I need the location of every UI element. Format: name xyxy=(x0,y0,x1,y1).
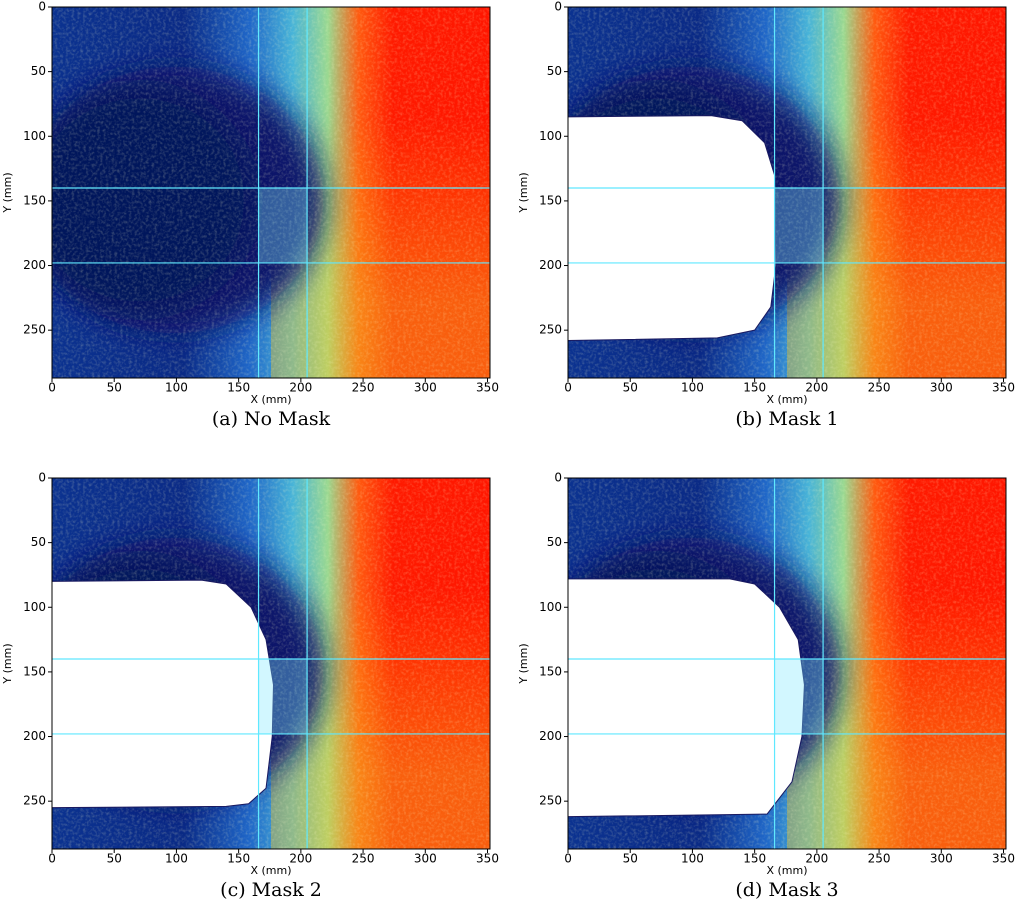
x-tick-label: 100 xyxy=(681,852,704,866)
y-tick-label: 100 xyxy=(539,600,562,614)
x-tick-label: 150 xyxy=(743,381,766,395)
x-tick-label: 150 xyxy=(227,381,250,395)
x-tick-label: 300 xyxy=(414,381,437,395)
field-image xyxy=(568,478,1006,849)
mask xyxy=(52,579,274,809)
x-tick-label: 0 xyxy=(564,852,572,866)
x-tick-label: 350 xyxy=(476,852,499,866)
plot-frame xyxy=(51,6,491,379)
x-tick-label: 200 xyxy=(289,381,312,395)
x-tick-label: 250 xyxy=(868,852,891,866)
x-axis-label: X (mm) xyxy=(766,393,807,406)
y-tick-label: 200 xyxy=(539,729,562,743)
y-tick-label: 100 xyxy=(23,129,46,143)
y-tick-label: 200 xyxy=(539,258,562,272)
field-noise xyxy=(52,7,490,378)
y-axis-label: Y (mm) xyxy=(1,643,14,684)
mask xyxy=(568,115,777,342)
x-tick-label: 300 xyxy=(930,381,953,395)
x-tick-label: 300 xyxy=(414,852,437,866)
x-axis-label: X (mm) xyxy=(250,864,291,877)
plot-frame xyxy=(567,477,1007,850)
x-tick-label: 300 xyxy=(930,852,953,866)
x-tick-label: 200 xyxy=(805,852,828,866)
window xyxy=(774,187,824,263)
y-tick-label: 0 xyxy=(38,0,46,14)
y-tick-label: 200 xyxy=(23,258,46,272)
panel: 0 50 100 150 200 250 300 350 0 50 100 150 200 250 X (m… xyxy=(1,471,499,902)
y-tick-label: 250 xyxy=(539,794,562,808)
y-tick-label: 0 xyxy=(554,471,562,485)
caption: (b) Mask 1 xyxy=(735,408,838,430)
x-tick-label: 50 xyxy=(107,852,122,866)
y-tick-label: 250 xyxy=(23,323,46,337)
window xyxy=(258,187,308,263)
y-tick-label: 150 xyxy=(539,193,562,207)
field-image xyxy=(52,7,490,378)
x-tick-label: 150 xyxy=(743,852,766,866)
window xyxy=(774,658,824,734)
x-tick-label: 0 xyxy=(48,381,56,395)
panel: 0 50 100 150 200 250 300 350 0 50 100 150 200 250 X (m… xyxy=(517,0,1015,430)
x-tick-label: 150 xyxy=(227,852,250,866)
x-tick-label: 350 xyxy=(992,852,1015,866)
y-tick-label: 0 xyxy=(554,0,562,14)
y-tick-label: 100 xyxy=(539,129,562,143)
x-tick-label: 350 xyxy=(992,381,1015,395)
x-tick-label: 250 xyxy=(352,381,375,395)
y-tick-label: 50 xyxy=(31,64,46,78)
caption: (d) Mask 3 xyxy=(735,879,838,901)
x-tick-label: 200 xyxy=(289,852,312,866)
caption: (a) No Mask xyxy=(212,408,331,430)
y-axis-label: Y (mm) xyxy=(1,172,14,213)
x-tick-label: 0 xyxy=(564,381,572,395)
x-tick-label: 200 xyxy=(805,381,828,395)
x-tick-label: 100 xyxy=(165,381,188,395)
x-tick-label: 0 xyxy=(48,852,56,866)
y-tick-label: 0 xyxy=(38,471,46,485)
y-tick-label: 50 xyxy=(547,64,562,78)
mask xyxy=(568,578,805,818)
window xyxy=(258,658,308,734)
field-image xyxy=(568,7,1006,378)
x-tick-label: 100 xyxy=(165,852,188,866)
x-tick-label: 50 xyxy=(623,852,638,866)
y-tick-label: 150 xyxy=(23,664,46,678)
field-image xyxy=(52,478,490,849)
caption: (c) Mask 2 xyxy=(220,879,322,901)
x-axis-label: X (mm) xyxy=(250,393,291,406)
y-tick-label: 50 xyxy=(31,535,46,549)
x-tick-label: 250 xyxy=(868,381,891,395)
x-tick-label: 50 xyxy=(107,381,122,395)
plot-frame xyxy=(51,477,491,850)
panel: 0 50 100 150 200 250 300 350 0 50 100 150 200 250 X (m… xyxy=(1,0,499,430)
y-tick-label: 200 xyxy=(23,729,46,743)
plot-frame xyxy=(567,6,1007,379)
y-axis-label: Y (mm) xyxy=(517,172,530,213)
y-tick-label: 150 xyxy=(23,193,46,207)
x-tick-label: 250 xyxy=(352,852,375,866)
x-tick-label: 350 xyxy=(476,381,499,395)
y-tick-label: 100 xyxy=(23,600,46,614)
x-tick-label: 100 xyxy=(681,381,704,395)
y-tick-label: 150 xyxy=(539,664,562,678)
y-tick-label: 50 xyxy=(547,535,562,549)
x-tick-label: 50 xyxy=(623,381,638,395)
panel: 0 50 100 150 200 250 300 350 0 50 100 150 200 250 X (m… xyxy=(517,471,1015,902)
y-axis-label: Y (mm) xyxy=(517,643,530,684)
y-tick-label: 250 xyxy=(23,794,46,808)
y-tick-label: 250 xyxy=(539,323,562,337)
x-axis-label: X (mm) xyxy=(766,864,807,877)
